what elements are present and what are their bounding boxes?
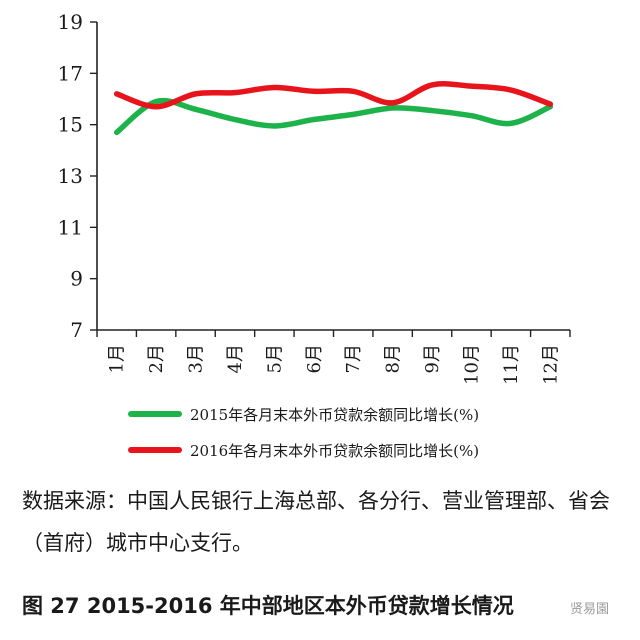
line-chart: 7 9 11 13 15 17 19 1月 2月 3月 4月 5月 6月 7月 8月 9月 10月 11月 12月 <box>58 10 571 385</box>
chart-series <box>113 81 554 136</box>
x-tick-label: 1月 <box>107 344 128 373</box>
y-tick-label: 17 <box>58 61 83 85</box>
x-tick-label: 4月 <box>225 344 246 373</box>
x-tick-label: 8月 <box>383 344 404 373</box>
watermark-logo: 贤易園 <box>570 602 610 617</box>
legend-label-2015: 2015年各月末本外币贷款余额同比增长(%) <box>190 405 480 424</box>
y-tick-label: 19 <box>58 10 83 34</box>
legend-swatch-2015 <box>128 411 182 417</box>
y-tick-label: 13 <box>58 164 83 188</box>
series-line-1 <box>113 81 554 110</box>
x-axis-ticks: 1月 2月 3月 4月 5月 6月 7月 8月 9月 10月 11月 12月 <box>96 330 571 385</box>
data-source-note: 数据来源：中国人民银行上海总部、各分行、营业管理部、省会（首府）城市中心支行。 <box>22 489 610 555</box>
x-tick-label: 10月 <box>461 344 482 385</box>
x-tick-label: 11月 <box>501 344 522 385</box>
legend-label-2016: 2016年各月末本外币贷款余额同比增长(%) <box>190 441 480 460</box>
x-tick-label: 6月 <box>304 344 325 373</box>
series-line-0 <box>113 97 554 136</box>
legend-swatch-2016 <box>128 447 182 453</box>
x-tick-label: 3月 <box>186 344 207 373</box>
y-tick-label: 7 <box>70 318 83 342</box>
y-tick-label: 9 <box>70 267 83 291</box>
y-axis-ticks: 7 9 11 13 15 17 19 <box>58 10 97 342</box>
x-tick-label: 5月 <box>264 344 285 373</box>
x-tick-label: 2月 <box>146 344 167 373</box>
y-tick-label: 11 <box>58 215 83 239</box>
x-tick-label: 7月 <box>343 344 364 373</box>
legend-item-2016: 2016年各月末本外币贷款余额同比增长(%) <box>128 438 479 462</box>
x-tick-label: 9月 <box>422 344 443 373</box>
y-tick-label: 15 <box>58 113 83 137</box>
legend-item-2015: 2015年各月末本外币贷款余额同比增长(%) <box>128 402 479 426</box>
x-tick-label: 12月 <box>540 344 561 385</box>
figure-caption: 图 27 2015-2016 年中部地区本外币贷款增长情况 <box>22 594 514 618</box>
chart-axes <box>96 22 570 331</box>
